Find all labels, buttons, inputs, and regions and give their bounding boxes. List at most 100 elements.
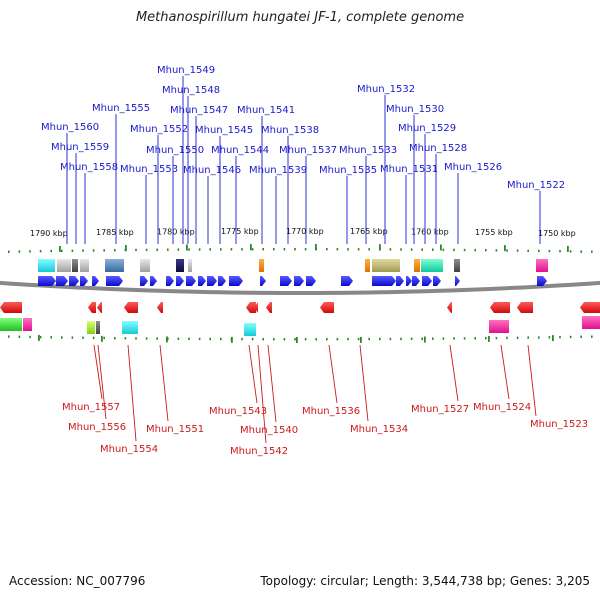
gene-label-bottom: Mhun_1542 (230, 446, 288, 457)
ruler-tick-top (209, 248, 211, 251)
ruler-tick-bottom (548, 336, 551, 339)
major-tick (315, 244, 317, 251)
ruler-tick-bottom (347, 337, 349, 341)
ruler-tick-bottom (177, 337, 180, 340)
ruler-tick-top (177, 248, 180, 251)
ruler-tick-top (347, 248, 349, 251)
reverse-gene-arrow (124, 302, 138, 313)
tick-label: 1760 kbp (411, 227, 449, 236)
ruler-tick-top (463, 248, 466, 252)
forward-gene-arrow (433, 276, 441, 286)
reverse-feature-box (87, 321, 95, 334)
gene-leader-bottom (93, 344, 103, 400)
gene-leader-bottom (159, 344, 169, 422)
gene-leader-bottom (359, 344, 369, 422)
tick-label: 1755 kbp (475, 228, 513, 237)
gene-label-bottom: Mhun_1527 (411, 404, 469, 415)
ruler-tick-bottom (294, 338, 296, 341)
ruler-tick-top (220, 248, 222, 251)
tick-label: 1790 kbp (30, 229, 68, 238)
forward-gene-arrow (140, 276, 148, 286)
ruler-tick-top (39, 250, 42, 253)
ruler-tick-bottom (368, 337, 370, 341)
ruler-tick-bottom (485, 337, 487, 340)
ruler-tick-bottom (71, 336, 74, 339)
forward-feature-box (176, 259, 184, 272)
forward-gene-arrow (218, 276, 226, 286)
forward-gene-arrow (341, 276, 353, 286)
ruler-tick-bottom (432, 337, 434, 340)
ruler-tick-top (71, 249, 74, 252)
major-tick-bottom (296, 336, 298, 343)
forward-gene-arrow (207, 276, 217, 286)
ruler-tick-top (61, 249, 63, 253)
forward-feature-box (259, 259, 264, 272)
ruler-tick-top (167, 248, 169, 251)
ruler-tick-bottom (474, 337, 476, 340)
ruler-tick-top (474, 248, 476, 252)
forward-gene-arrow (150, 276, 157, 286)
forward-feature-box (72, 259, 78, 272)
ruler-tick-bottom (379, 337, 381, 341)
chart-title: Methanospirillum hungatei JF-1, complete… (135, 10, 465, 25)
forward-gene-arrow (38, 276, 56, 286)
ruler-tick-top (336, 248, 339, 251)
ruler-tick-bottom (103, 336, 105, 340)
ruler-tick-top (50, 249, 52, 253)
gene-label-top: Mhun_1535 (319, 165, 377, 176)
ruler-tick-top (421, 248, 423, 251)
gene-label-bottom: Mhun_1556 (68, 422, 126, 433)
forward-gene-arrow (372, 276, 396, 286)
reverse-feature-box (23, 318, 32, 331)
forward-gene-arrow (106, 276, 123, 286)
ruler-tick-top (198, 248, 201, 251)
forward-gene-arrow (176, 276, 184, 286)
ruler-tick-top (485, 249, 487, 252)
ruler-tick-bottom (273, 338, 275, 341)
gene-label-bottom: Mhun_1543 (209, 406, 267, 417)
ruler-tick-bottom (39, 336, 42, 339)
ruler-tick-top (580, 250, 582, 253)
ruler-tick-top (241, 248, 243, 251)
major-tick (59, 245, 61, 252)
ruler-tick-bottom (124, 337, 127, 340)
ruler-tick-bottom (198, 337, 201, 341)
major-tick-bottom (424, 336, 426, 343)
major-tick (504, 245, 506, 252)
gene-leader-bottom (97, 344, 107, 420)
ruler-tick-top (145, 248, 148, 252)
ruler-tick-top (495, 249, 498, 252)
ruler-tick-bottom (50, 336, 52, 339)
forward-feature-box (536, 259, 548, 272)
forward-gene-arrow (56, 276, 68, 286)
forward-feature-box (454, 259, 460, 272)
ruler-tick-top (18, 250, 21, 253)
gene-leader-bottom (127, 344, 137, 442)
forward-feature-box (188, 259, 192, 272)
gene-label-top: Mhun_1544 (211, 145, 269, 156)
ruler-tick-bottom (283, 338, 286, 341)
ruler-tick-top (410, 248, 413, 251)
ruler-tick-top (453, 248, 455, 252)
gene-label-top: Mhun_1558 (60, 162, 118, 173)
gene-label-top: Mhun_1530 (386, 104, 444, 115)
gene-label-top: Mhun_1531 (380, 164, 438, 175)
ruler-tick-top (442, 248, 445, 251)
ruler-tick-bottom (453, 337, 455, 340)
tick-label: 1785 kbp (96, 228, 134, 237)
gene-label-bottom: Mhun_1551 (146, 424, 204, 435)
ruler-tick-bottom (114, 337, 116, 340)
ruler-tick-bottom (315, 338, 317, 341)
ruler-tick-bottom (410, 337, 413, 340)
reverse-gene-arrow (97, 302, 102, 313)
ruler-tick-bottom (92, 336, 95, 340)
gene-label-top: Mhun_1548 (162, 85, 220, 96)
forward-gene-arrow (80, 276, 88, 286)
gene-leader-bottom (328, 344, 338, 404)
forward-feature-box (414, 259, 420, 272)
forward-feature-box (57, 259, 71, 272)
gene-label-top: Mhun_1546 (183, 165, 241, 176)
ruler-tick-bottom (569, 335, 572, 339)
gene-label-top: Mhun_1532 (357, 84, 415, 95)
